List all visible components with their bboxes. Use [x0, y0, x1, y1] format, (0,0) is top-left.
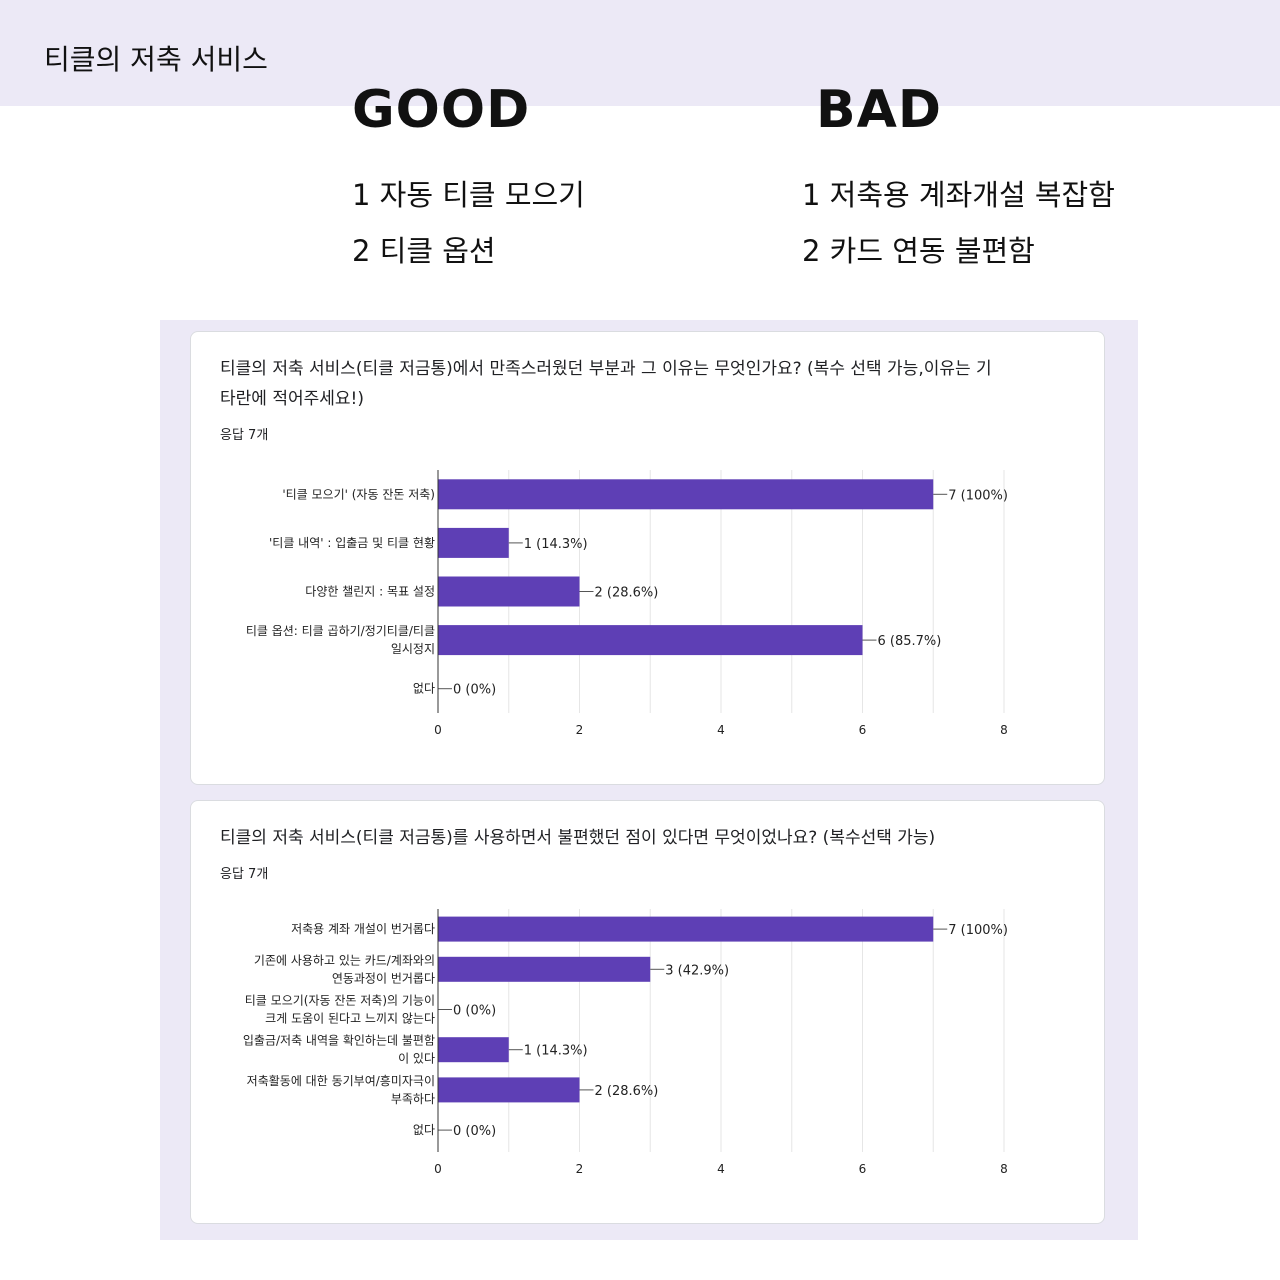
data-label: 0 (0%) — [453, 1004, 496, 1019]
category-label: 입출금/저축 내역을 확인하는데 불편함 — [243, 1034, 435, 1048]
bar[interactable] — [438, 956, 651, 982]
bar[interactable] — [438, 625, 863, 656]
data-label: 0 (0%) — [453, 1124, 496, 1139]
good-heading: GOOD — [352, 80, 531, 140]
category-label: 티클 옵션: 티클 곱하기/정기티클/티클 — [246, 624, 435, 638]
question-title: 티클의 저축 서비스(티클 저금통)를 사용하면서 불편했던 점이 있다면 무엇… — [220, 823, 1050, 853]
bar[interactable] — [438, 1037, 509, 1063]
x-tick-label: 4 — [717, 723, 725, 737]
category-label: 크게 도움이 된다고 느끼지 않는다 — [265, 1012, 435, 1026]
question-line: 티클의 저축 서비스(티클 저금통)를 사용하면서 불편했던 점이 있다면 무엇… — [220, 828, 936, 848]
question-line: 타란에 적어주세요!) — [220, 389, 364, 409]
x-tick-label: 8 — [1000, 1162, 1008, 1176]
category-label: 연동과정이 번거롭다 — [332, 971, 435, 985]
bar[interactable] — [438, 576, 580, 607]
survey-card-inconvenience: 티클의 저축 서비스(티클 저금통)를 사용하면서 불편했던 점이 있다면 무엇… — [190, 800, 1105, 1224]
bar[interactable] — [438, 916, 934, 942]
header-band — [0, 0, 1280, 106]
category-label: 기존에 사용하고 있는 카드/계좌와의 — [254, 953, 435, 967]
data-label: 1 (14.3%) — [524, 537, 588, 552]
category-label: 부족하다 — [391, 1092, 435, 1106]
question-line: 티클의 저축 서비스(티클 저금통)에서 만족스러웠던 부분과 그 이유는 무엇… — [220, 359, 992, 379]
category-label: 저축활동에 대한 동기부여/흥미자극이 — [247, 1074, 435, 1088]
response-count: 응답 7개 — [220, 428, 269, 443]
bar[interactable] — [438, 479, 934, 510]
x-tick-label: 2 — [576, 723, 584, 737]
bar-chart-inconvenience: 0 2 4 6 8 7 (100%) 저축용 계좌 개설이 번거롭다 3 (42.9%) 기존에… — [243, 909, 1008, 1176]
bad-point-2: 2 카드 연동 불편함 — [802, 234, 1035, 268]
page-title: 티클의 저축 서비스 — [44, 43, 268, 76]
bar[interactable] — [438, 1077, 580, 1103]
data-label: 7 (100%) — [948, 488, 1008, 503]
category-label: '티클 모으기' (자동 잔돈 저축) — [282, 487, 435, 501]
survey-card-satisfaction: 티클의 저축 서비스(티클 저금통)에서 만족스러웠던 부분과 그 이유는 무엇… — [190, 331, 1105, 785]
data-label: 7 (100%) — [948, 923, 1008, 938]
data-label: 6 (85.7%) — [878, 634, 942, 649]
x-tick-label: 2 — [576, 1162, 584, 1176]
bar-chart-satisfaction: 0 2 4 6 8 7 (100%) '티클 모으기' (자동 잔돈 저축) 1 (14.3%… — [246, 470, 1008, 737]
bad-heading: BAD — [816, 80, 943, 140]
response-count: 응답 7개 — [220, 867, 269, 882]
x-tick-label: 0 — [434, 1162, 442, 1176]
x-tick-label: 4 — [717, 1162, 725, 1176]
bar[interactable] — [438, 527, 509, 558]
data-label: 3 (42.9%) — [665, 963, 729, 978]
bad-point-1: 1 저축용 계좌개설 복잡함 — [802, 178, 1115, 212]
category-label: 다양한 챌린지 : 목표 설정 — [305, 585, 435, 599]
data-label: 2 (28.6%) — [595, 586, 659, 601]
x-tick-label: 0 — [434, 723, 442, 737]
category-label: 티클 모으기(자동 잔돈 저축)의 기능이 — [245, 994, 435, 1008]
x-tick-label: 6 — [859, 723, 867, 737]
data-label: 1 (14.3%) — [524, 1044, 588, 1059]
category-label: 없다 — [413, 682, 435, 696]
category-label: 저축용 계좌 개설이 번거롭다 — [291, 922, 435, 936]
question-title: 티클의 저축 서비스(티클 저금통)에서 만족스러웠던 부분과 그 이유는 무엇… — [220, 354, 1050, 414]
category-label: 없다 — [413, 1123, 435, 1137]
data-label: 0 (0%) — [453, 683, 496, 698]
data-label: 2 (28.6%) — [595, 1084, 659, 1099]
category-label: 일시정지 — [391, 642, 435, 656]
x-tick-label: 8 — [1000, 723, 1008, 737]
category-label: 이 있다 — [398, 1052, 435, 1066]
good-point-2: 2 티클 옵션 — [352, 234, 496, 268]
category-label: '티클 내역' : 입출금 및 티클 현황 — [269, 536, 435, 550]
good-point-1: 1 자동 티클 모으기 — [352, 178, 585, 212]
x-tick-label: 6 — [859, 1162, 867, 1176]
